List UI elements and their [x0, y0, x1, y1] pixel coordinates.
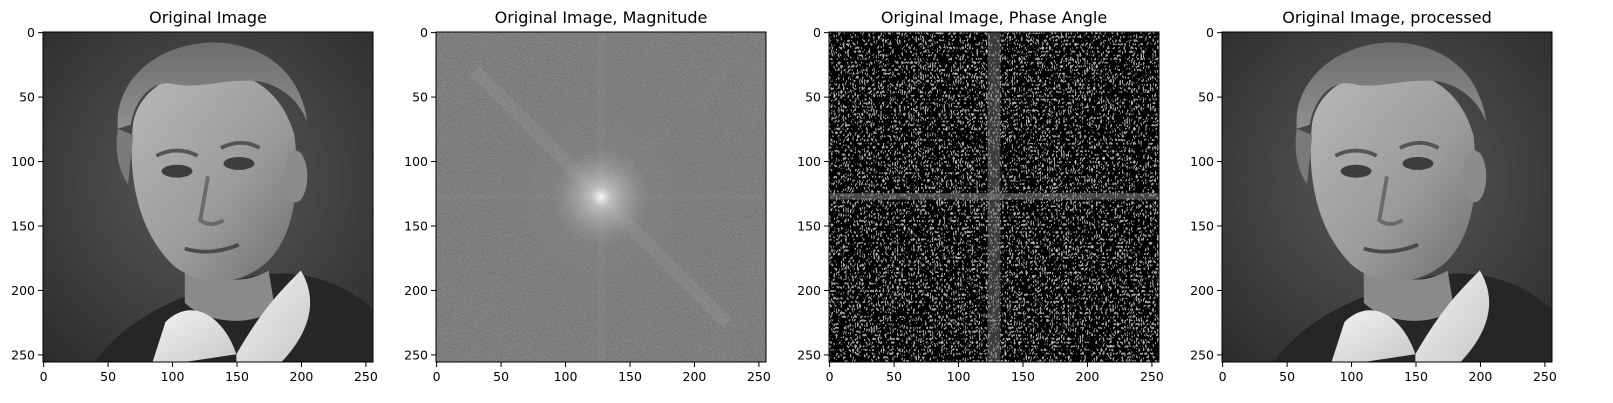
axes-frame-processed — [1221, 31, 1553, 363]
y-tick-label: 250 — [1190, 347, 1214, 362]
panel-title-processed: Original Image, processed — [1282, 8, 1491, 27]
x-tick-label: 250 — [354, 369, 378, 384]
y-tick-label: 200 — [1190, 283, 1214, 298]
x-tick-label: 200 — [683, 369, 707, 384]
image-magnitude — [436, 32, 766, 362]
axes-frame-original — [42, 31, 374, 363]
y-tick-label: 50 — [412, 90, 428, 105]
panel-processed: Original Image, processed 0 50 100 150 200 250… — [1190, 8, 1557, 384]
y-tick-label: 200 — [404, 283, 428, 298]
y-tick-label: 0 — [27, 25, 35, 40]
x-tick-label: 250 — [1140, 369, 1164, 384]
x-tick-label: 150 — [225, 369, 249, 384]
panel-title-original: Original Image — [149, 8, 267, 27]
y-tick-label: 0 — [420, 25, 428, 40]
y-tick-label: 50 — [805, 90, 821, 105]
y-tick-label: 250 — [11, 347, 35, 362]
x-tick-label: 0 — [433, 369, 441, 384]
panel-magnitude: Original Image, Magnitude 0 50 100 150 200 250… — [404, 8, 771, 384]
y-tick-label: 250 — [797, 347, 821, 362]
y-tick-label: 150 — [797, 219, 821, 234]
image-phase — [829, 32, 1159, 362]
panel-phase: Original Image, Phase Angle 0 50 100 150 200 2… — [797, 8, 1164, 384]
x-tick-label: 150 — [618, 369, 642, 384]
y-tick-label: 150 — [11, 219, 35, 234]
image-original — [41, 30, 375, 364]
y-tick-label: 100 — [404, 154, 428, 169]
image-processed — [1220, 30, 1554, 364]
x-tick-label: 100 — [554, 369, 578, 384]
x-tick-label: 50 — [886, 369, 902, 384]
y-tick-label: 50 — [19, 90, 35, 105]
x-tick-label: 100 — [947, 369, 971, 384]
panel-original: Original Image 0 50 100 150 200 250 0 50 100 150 20… — [11, 8, 378, 384]
x-tick-label: 100 — [161, 369, 185, 384]
x-tick-label: 0 — [826, 369, 834, 384]
y-tick-label: 100 — [11, 154, 35, 169]
x-tick-label: 100 — [1340, 369, 1364, 384]
y-tick-label: 50 — [1198, 90, 1214, 105]
y-tick-label: 200 — [11, 283, 35, 298]
y-tick-label: 200 — [797, 283, 821, 298]
x-tick-label: 150 — [1011, 369, 1035, 384]
panel-title-phase: Original Image, Phase Angle — [881, 8, 1107, 27]
x-tick-label: 200 — [1076, 369, 1100, 384]
y-tick-label: 150 — [404, 219, 428, 234]
x-tick-label: 200 — [1469, 369, 1493, 384]
panel-title-magnitude: Original Image, Magnitude — [495, 8, 708, 27]
y-tick-label: 250 — [404, 347, 428, 362]
x-tick-label: 150 — [1404, 369, 1428, 384]
x-tick-label: 50 — [100, 369, 116, 384]
x-tick-label: 50 — [1279, 369, 1295, 384]
axes-frame-phase — [828, 31, 1160, 363]
y-tick-label: 100 — [797, 154, 821, 169]
x-tick-label: 200 — [290, 369, 314, 384]
y-tick-label: 150 — [1190, 219, 1214, 234]
x-tick-label: 50 — [493, 369, 509, 384]
x-tick-label: 250 — [1533, 369, 1557, 384]
axes-frame-magnitude — [435, 31, 767, 363]
x-tick-label: 0 — [40, 369, 48, 384]
x-tick-label: 250 — [747, 369, 771, 384]
y-tick-label: 0 — [813, 25, 821, 40]
y-tick-label: 0 — [1206, 25, 1214, 40]
y-tick-label: 100 — [1190, 154, 1214, 169]
x-tick-label: 0 — [1219, 369, 1227, 384]
